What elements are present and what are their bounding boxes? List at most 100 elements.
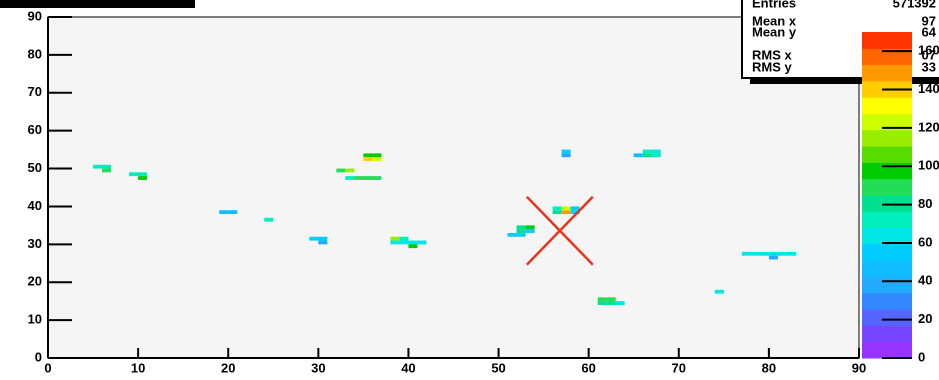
heat-cell: [777, 251, 787, 256]
y-tick-label: 60: [28, 122, 42, 137]
stats-value: 07: [922, 47, 936, 62]
color-band: [862, 48, 912, 66]
heat-cell: [768, 251, 778, 256]
color-band: [862, 243, 912, 261]
heat-cell: [363, 157, 373, 161]
heat-cell: [363, 153, 373, 158]
stats-label: Mean y: [752, 24, 797, 39]
color-band: [862, 211, 912, 229]
heat-cell: [345, 176, 355, 180]
z-tick-label: 60: [918, 234, 932, 249]
x-tick-label: 0: [44, 360, 51, 375]
y-tick-label: 80: [28, 46, 42, 61]
heat-cell: [264, 217, 274, 222]
heat-cell: [354, 176, 364, 180]
heat-cell: [615, 301, 625, 305]
marker: [525, 195, 594, 266]
heat-cell: [399, 236, 409, 241]
stats-value: 97: [922, 13, 936, 28]
heat-cell: [570, 206, 580, 211]
heat-cell: [525, 225, 535, 230]
heat-cell: [408, 244, 418, 249]
z-tick-label: 20: [918, 311, 932, 326]
color-band: [862, 113, 912, 131]
heat-cell: [606, 297, 616, 302]
heat-cell: [408, 240, 418, 245]
x-tick-label: 50: [491, 360, 505, 375]
heat-cell: [561, 210, 571, 215]
z-tick-label: 100: [918, 158, 939, 173]
heat-cell: [372, 153, 382, 158]
z-tick-label: 0: [918, 349, 925, 364]
z-tick-label: 40: [918, 273, 932, 288]
stats-value: 33: [922, 59, 936, 74]
heat-cell: [741, 251, 751, 256]
color-band: [862, 97, 912, 114]
stats-label: Entries: [752, 0, 796, 10]
heat-cell: [750, 251, 760, 256]
heat-cell: [138, 172, 148, 177]
y-tick-label: 90: [28, 8, 42, 23]
heat-cell: [318, 236, 328, 241]
color-band: [862, 260, 912, 277]
heat-cell: [561, 149, 571, 154]
heat-cell: [651, 149, 661, 154]
z-tick-label: 80: [918, 196, 932, 211]
color-band: [862, 64, 912, 82]
color-band: [862, 325, 912, 343]
x-tick-label: 80: [762, 360, 776, 375]
heat-cell: [102, 164, 112, 169]
stats-label: RMS x: [752, 47, 793, 62]
color-band: [862, 292, 912, 310]
color-band: [862, 162, 912, 180]
heat-cell: [363, 176, 373, 180]
z-tick-label: 140: [918, 81, 939, 96]
heat-cell: [516, 232, 526, 237]
heat-cell: [597, 301, 607, 305]
heat-cell: [228, 210, 238, 215]
x-tick-label: 60: [581, 360, 595, 375]
heat-cell: [651, 153, 661, 158]
heat-cell: [561, 153, 571, 158]
heat-cell: [642, 149, 652, 154]
heat-cell: [93, 164, 103, 169]
x-tick-label: 90: [852, 360, 866, 375]
heat-cell: [129, 172, 139, 177]
x-tick-label: 30: [311, 360, 325, 375]
heat-cell: [399, 240, 409, 245]
heat-cell: [372, 157, 382, 161]
heat-cell: [597, 297, 607, 302]
heat-cell: [219, 210, 229, 215]
heat-cell: [102, 168, 112, 173]
z-tick-label: 160: [918, 43, 939, 58]
stats-value: 571392: [893, 0, 936, 10]
color-band: [862, 195, 912, 212]
plot-area: [47, 16, 860, 359]
heat-cell: [561, 206, 571, 211]
y-tick-label: 30: [28, 236, 42, 251]
color-band: [862, 276, 912, 294]
x-tick-label: 10: [131, 360, 145, 375]
heat-cell: [570, 210, 580, 215]
color-band: [862, 309, 912, 326]
color-band: [862, 178, 912, 196]
color-band: [862, 129, 912, 147]
z-tick-label: 120: [918, 119, 939, 134]
x-tick-label: 20: [221, 360, 235, 375]
heat-cell: [516, 229, 526, 233]
heat-cell: [507, 232, 517, 237]
y-tick-label: 0: [35, 349, 42, 364]
heat-cell: [372, 176, 382, 180]
heat-cell: [390, 240, 400, 245]
heat-cell: [138, 176, 148, 180]
heat-cell: [552, 210, 562, 215]
color-band: [862, 146, 912, 163]
heat-cell: [759, 251, 769, 256]
heat-cell: [516, 225, 526, 230]
stats-label: Mean x: [752, 13, 797, 28]
heat-cell: [417, 240, 427, 245]
heat-cell: [714, 289, 724, 294]
heat-cell: [336, 168, 346, 173]
color-band: [862, 227, 912, 245]
